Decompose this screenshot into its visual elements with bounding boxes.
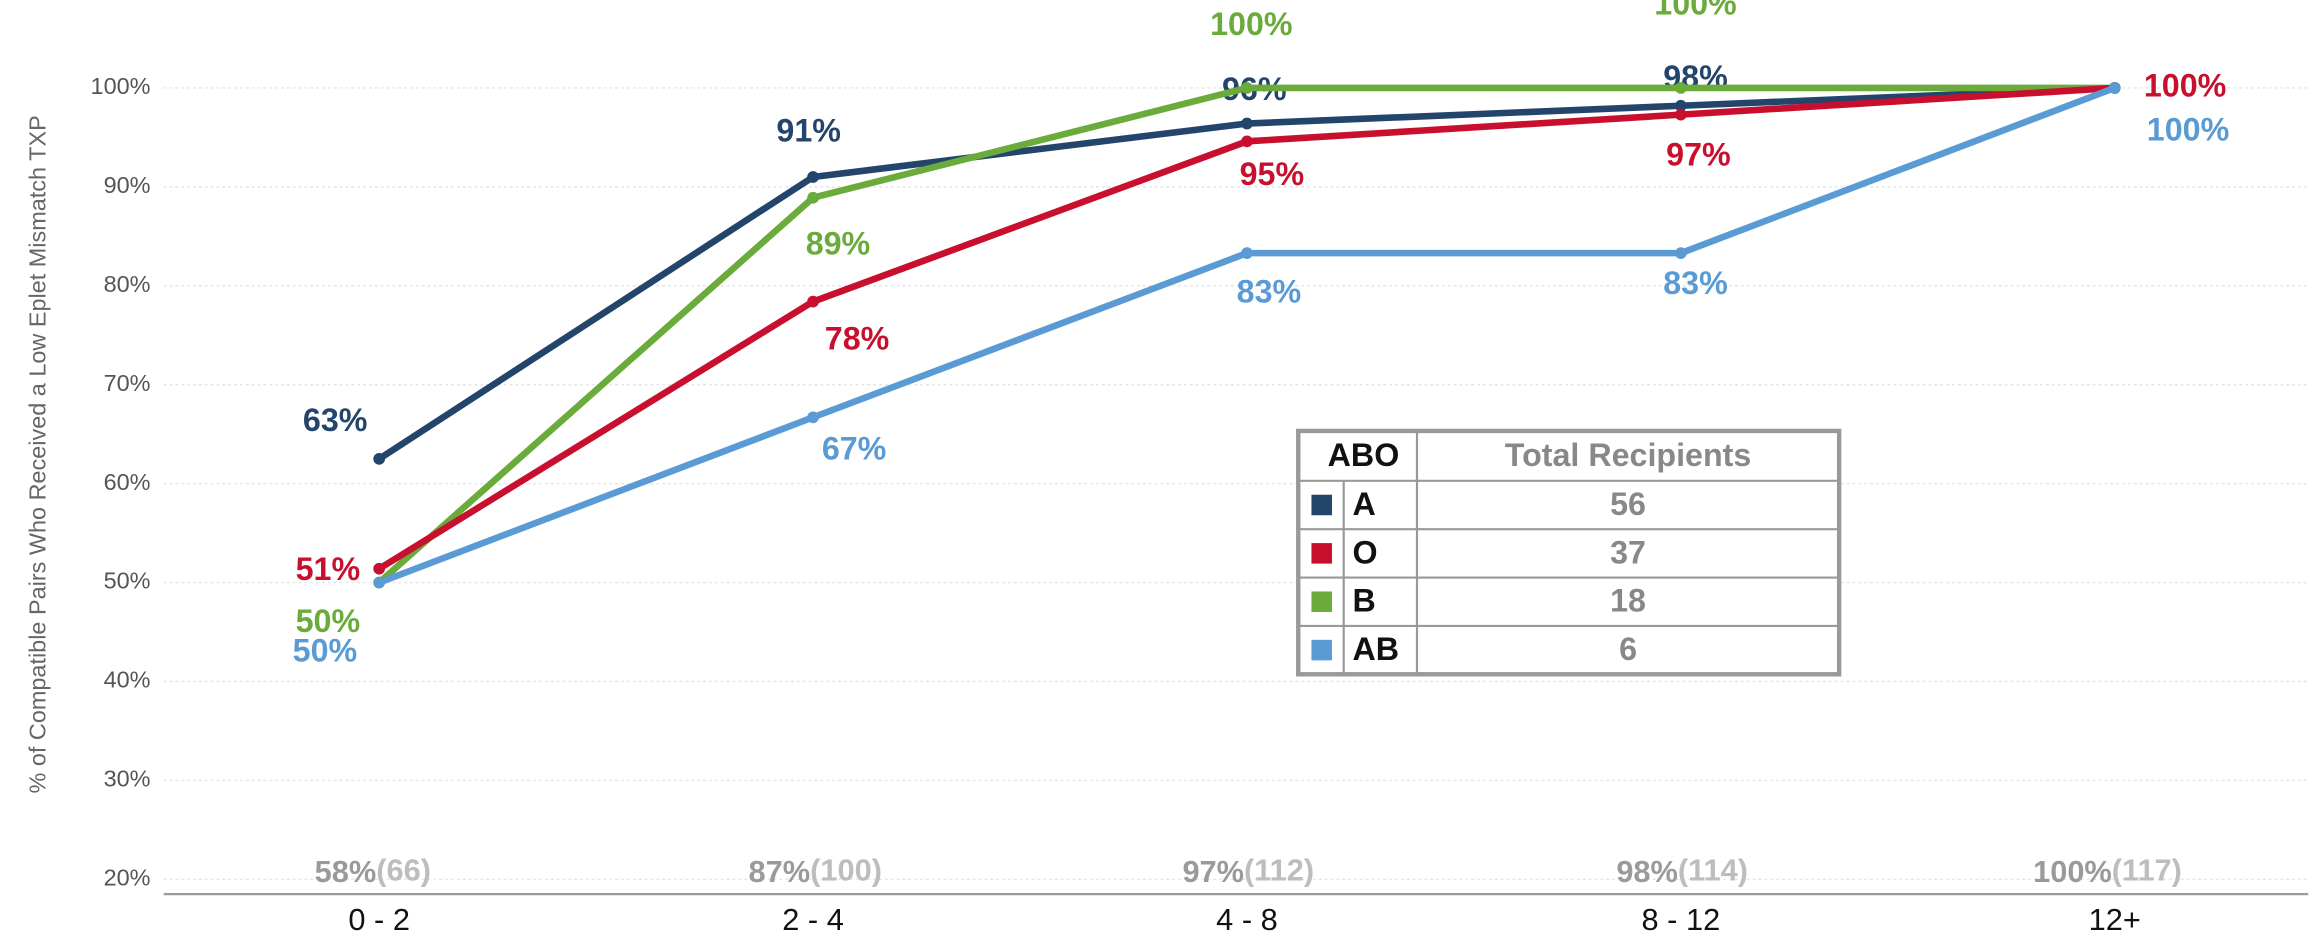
table-header: ABO (1328, 437, 1400, 473)
data-label: 100% (2147, 111, 2229, 147)
data-point (1241, 135, 1253, 148)
category-count: (117) (2112, 852, 2182, 887)
data-point (1241, 117, 1253, 130)
data-label: 100% (1210, 6, 1292, 42)
data-point (1674, 99, 1687, 112)
data-point (1674, 247, 1687, 259)
category-count: (66) (376, 852, 431, 887)
x-tick-label: 12+ (2089, 902, 2141, 937)
data-point (1674, 82, 1687, 94)
data-point (807, 171, 819, 183)
data-point (807, 295, 819, 308)
data-point (1241, 82, 1253, 94)
y-tick-label: 30% (104, 766, 151, 792)
data-label: 67% (822, 431, 887, 467)
y-tick-label: 50% (104, 568, 151, 594)
data-label: 97% (1666, 137, 1731, 173)
category-pct: 58% (315, 854, 377, 889)
category-count: (114) (1678, 852, 1748, 887)
y-tick-label: 20% (104, 865, 151, 891)
legend-swatch (1311, 639, 1332, 661)
data-label: 83% (1237, 274, 1302, 310)
y-tick-label: 60% (104, 469, 151, 495)
data-label: 78% (825, 321, 890, 357)
data-label: 50% (296, 603, 361, 639)
data-point (2108, 82, 2121, 94)
category-count: (112) (1244, 852, 1314, 887)
table-header: Total Recipients (1505, 437, 1752, 473)
data-label: 83% (1663, 265, 1728, 301)
table-total: 6 (1619, 631, 1637, 667)
legend-table (1296, 428, 1842, 677)
table-total: 37 (1610, 534, 1646, 570)
data-point (373, 453, 386, 465)
legend-swatch (1311, 591, 1332, 612)
y-tick-label: 80% (104, 271, 151, 297)
data-label: 89% (806, 226, 871, 262)
legend-label: O (1352, 534, 1377, 570)
data-label: 63% (303, 402, 368, 438)
x-tick-label: 0 - 2 (348, 902, 410, 937)
category-pct: 87% (749, 854, 811, 889)
data-label: 50% (293, 632, 358, 668)
x-tick-label: 8 - 12 (1642, 902, 1721, 937)
table-total: 56 (1610, 486, 1646, 522)
legend-swatch (1311, 543, 1332, 564)
y-tick-label: 90% (104, 172, 151, 198)
legend-label: A (1352, 486, 1375, 522)
x-tick-label: 4 - 8 (1216, 902, 1278, 937)
data-point (373, 562, 386, 575)
data-label: 91% (776, 113, 841, 149)
legend-label: B (1352, 583, 1375, 619)
data-label: 95% (1240, 156, 1305, 192)
data-point (1674, 108, 1687, 121)
x-tick-label: 2 - 4 (782, 902, 844, 937)
category-pct: 97% (1182, 854, 1244, 889)
category-pct: 100% (2033, 854, 2112, 889)
data-point (807, 411, 819, 424)
data-point (373, 576, 386, 589)
legend-swatch (1311, 494, 1332, 516)
category-pct: 98% (1616, 854, 1678, 889)
y-tick-label: 70% (104, 370, 151, 396)
data-point (807, 191, 819, 204)
y-tick-label: 40% (104, 667, 151, 693)
legend-label: AB (1352, 631, 1399, 667)
table-total: 18 (1610, 583, 1646, 619)
y-axis-label: % of Compatible Pairs Who Received a Low… (24, 115, 50, 793)
data-point (1241, 247, 1253, 259)
category-count: (100) (810, 852, 882, 887)
data-label: 100% (1654, 0, 1736, 21)
data-label: 51% (296, 551, 361, 587)
y-tick-label: 100% (91, 73, 151, 99)
data-label: 100% (2144, 67, 2226, 103)
